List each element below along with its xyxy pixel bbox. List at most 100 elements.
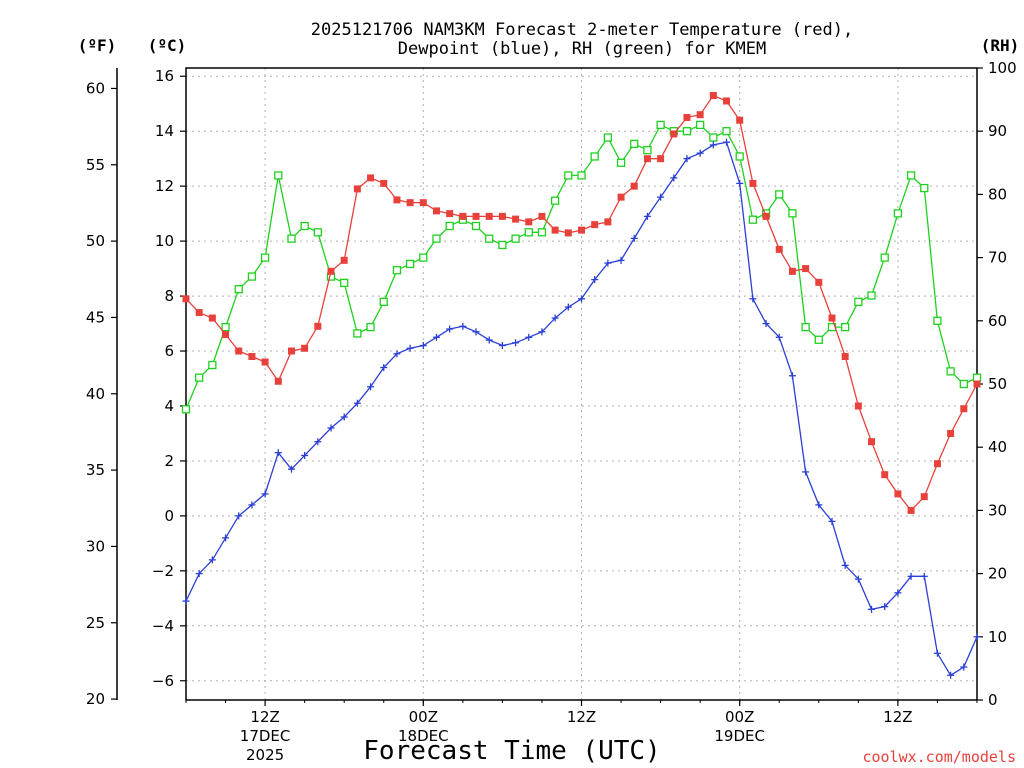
fahrenheit-tick-label: 40 — [86, 385, 105, 403]
celsius-tick-label: 12 — [155, 177, 174, 195]
data-point — [657, 155, 665, 163]
data-point — [972, 373, 982, 382]
data-point — [327, 267, 335, 275]
data-point — [775, 245, 783, 253]
data-point — [550, 196, 560, 205]
data-point — [380, 179, 388, 187]
data-point — [735, 152, 744, 161]
data-point — [314, 438, 322, 446]
data-point — [815, 501, 823, 509]
data-point — [920, 493, 928, 501]
data-point — [301, 344, 309, 352]
data-point — [709, 91, 717, 99]
data-point — [248, 501, 256, 509]
data-point — [367, 174, 375, 182]
data-point — [222, 331, 230, 339]
data-point — [248, 353, 256, 361]
data-point — [208, 556, 216, 564]
data-point — [221, 322, 230, 332]
x-tick-label-time: 00Z — [409, 708, 438, 726]
data-point — [670, 130, 678, 138]
celsius-tick-label: 14 — [155, 122, 174, 140]
series — [181, 91, 982, 679]
celsius-tick-label: −4 — [152, 617, 174, 635]
data-point — [524, 228, 533, 237]
rh-tick-label: 100 — [988, 59, 1017, 77]
celsius-unit-label: (ºC) — [148, 36, 187, 55]
data-point — [788, 209, 797, 218]
data-point — [907, 506, 915, 514]
data-point — [340, 413, 348, 421]
data-point — [630, 234, 638, 242]
data-point — [591, 221, 599, 229]
data-point — [432, 234, 441, 243]
data-point — [564, 303, 572, 311]
x-axis-title: Forecast Time (UTC) — [363, 736, 660, 766]
data-point — [512, 339, 520, 347]
data-point — [222, 534, 230, 542]
data-point — [471, 221, 481, 231]
data-point — [538, 212, 546, 220]
data-point — [854, 297, 863, 306]
data-point — [643, 212, 651, 220]
x-tick-label-date: 18DEC — [398, 727, 449, 745]
data-point — [946, 367, 955, 376]
data-point — [682, 127, 692, 136]
data-point — [564, 229, 572, 237]
data-point — [960, 663, 968, 671]
data-point — [815, 278, 823, 286]
data-point — [709, 141, 717, 149]
data-point — [274, 171, 283, 180]
data-point — [498, 212, 506, 220]
data-point — [353, 329, 362, 338]
data-point — [353, 399, 361, 407]
data-point — [314, 322, 322, 330]
data-point — [880, 253, 889, 262]
rh-tick-label: 10 — [988, 628, 1007, 646]
data-point — [446, 325, 454, 333]
fahrenheit-tick-label: 35 — [86, 461, 105, 479]
data-point — [841, 322, 850, 332]
data-point — [340, 278, 349, 288]
data-point — [762, 212, 770, 220]
data-point — [261, 358, 269, 366]
data-point — [828, 517, 836, 525]
data-point — [380, 364, 388, 372]
x-tick-label-time: 00Z — [725, 708, 754, 726]
data-point — [287, 347, 295, 355]
data-point — [419, 253, 428, 262]
rh-tick-label: 50 — [988, 375, 1007, 393]
data-point — [933, 460, 941, 468]
data-point — [683, 113, 691, 121]
data-point — [366, 322, 375, 332]
data-point — [327, 424, 335, 432]
data-point — [801, 322, 810, 332]
data-point — [537, 228, 547, 237]
data-point — [379, 297, 388, 306]
data-point — [274, 377, 282, 385]
data-point — [616, 158, 626, 167]
data-point — [498, 240, 507, 250]
data-point — [485, 234, 494, 243]
data-point — [854, 575, 862, 583]
data-point — [762, 320, 770, 328]
data-point — [643, 146, 652, 155]
data-point — [947, 671, 955, 679]
data-point — [854, 402, 862, 410]
data-point — [722, 127, 731, 136]
data-point — [274, 449, 282, 457]
data-point — [709, 133, 718, 142]
data-point — [959, 379, 968, 389]
data-point — [525, 218, 533, 226]
data-point — [538, 328, 546, 336]
x-tick-label-time: 12Z — [883, 708, 912, 726]
data-point — [406, 344, 414, 352]
data-point — [814, 335, 823, 344]
data-point — [775, 333, 783, 341]
data-point — [393, 196, 401, 204]
data-point — [419, 199, 427, 207]
data-point — [907, 572, 915, 580]
x-tick-label-time: 12Z — [567, 708, 596, 726]
data-point — [960, 405, 968, 413]
